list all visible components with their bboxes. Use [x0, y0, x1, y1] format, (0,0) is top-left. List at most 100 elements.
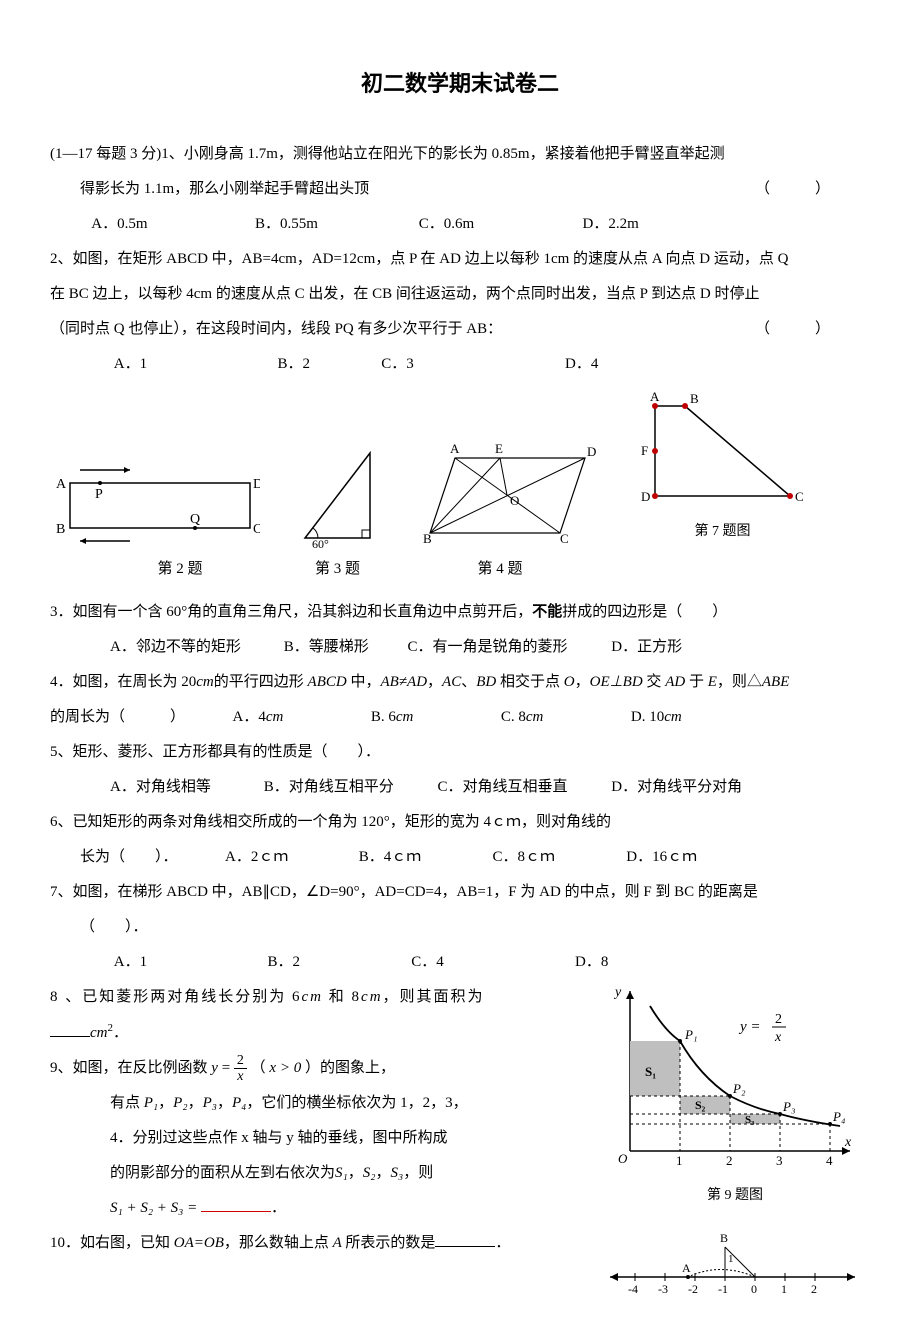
fig10-svg: -4 -3 -2 -1 0 1 2 B 1 A: [600, 1227, 870, 1297]
q2-line1: 2、如图，在矩形 ABCD 中，AB=4cm，AD=12cm，点 P 在 AD …: [50, 243, 870, 276]
q9-line4: 的阴影部分的面积从左到右依次为S₁，S₂，S₃，则: [50, 1157, 590, 1190]
f10-t1: -3: [658, 1282, 668, 1296]
q1-options: A．0.5m B．0.55m C．0.6m D．2.2m: [50, 208, 870, 241]
q9-p2: （: [251, 1060, 270, 1076]
q7-options: A．1 B．2 C．4 D．8: [50, 946, 870, 979]
q4-p6: 于: [689, 674, 708, 690]
page-title: 初二数学期末试卷二: [50, 60, 870, 108]
q9-cc1: ，: [348, 1165, 363, 1181]
q9-line1: 9、如图，在反比例函数 y = 2x （ x > 0 ）的图象上，: [50, 1052, 590, 1085]
q7-optB: B．2: [268, 946, 408, 979]
q2-paren: （ ）: [755, 313, 830, 346]
q6-optB: B．4ｃｍ: [359, 841, 489, 874]
fig2-C: C: [253, 522, 260, 537]
q4-l2: 的周长为（ ）: [50, 709, 185, 725]
fig9-t4: 4: [826, 1153, 833, 1168]
q10: 10．如右图，已知 OA=OB，那么数轴上点 A 所表示的数是．: [50, 1227, 590, 1260]
fig2-svg: A B D C P Q: [50, 463, 260, 548]
q9-cc2: ，: [375, 1165, 390, 1181]
q10-p1: 10．如右图，已知: [50, 1235, 174, 1251]
q4-line1: 4．如图，在周长为 20cm的平行四边形 ABCD 中，AB≠AD，AC、BD …: [50, 666, 870, 699]
q3-optB: B．等腰梯形: [284, 631, 404, 664]
f10-t6: 2: [811, 1282, 817, 1296]
q10-a: A: [333, 1235, 346, 1251]
q9-p1l: P₁: [144, 1095, 158, 1111]
fig7-A: A: [650, 391, 660, 404]
q7-line2: （ ）．: [50, 911, 870, 944]
figures-row: A B D C P Q 60° A E D B C O: [50, 391, 870, 548]
fig9-P2: P₂: [732, 1081, 746, 1096]
q6-optC: C．8ｃｍ: [493, 841, 623, 874]
q10-p3: 所表示的数是: [345, 1235, 435, 1251]
fig9-caption: 第 9 题图: [600, 1181, 870, 1212]
q9-l4p: 的阴影部分的面积从左到右依次为: [110, 1165, 335, 1181]
q9-y: y: [211, 1060, 218, 1076]
fig2-A: A: [56, 477, 67, 492]
q1-paren: （ ）: [755, 173, 830, 206]
q3-text: 3．如图有一个含 60°角的直角三角尺，沿其斜边和长直角边中点剪开后，: [50, 604, 532, 620]
q7-optA: A．1: [114, 946, 264, 979]
q4-p5: 交: [646, 674, 665, 690]
q2-line2: 在 BC 边上，以每秒 4cm 的速度从点 C 出发，在 CB 间往返运动，两个…: [50, 278, 870, 311]
q8-p3: ，则其面积为: [383, 989, 485, 1005]
f10-t2: -2: [688, 1282, 698, 1296]
q5: 5、矩形、菱形、正方形都具有的性质是（ ）．: [50, 736, 870, 769]
fig3: 60°: [290, 443, 385, 548]
fig9-O: O: [618, 1151, 628, 1166]
q4-ad: AD: [665, 674, 689, 690]
q4-abcd: ABCD: [308, 674, 351, 690]
q9-c2: ，: [188, 1095, 203, 1111]
caption-3: 第 3 题: [260, 553, 415, 586]
q3-optD: D．正方形: [611, 639, 682, 655]
q6-optA: A．2ｃｍ: [225, 841, 355, 874]
q4-optA: A．4cm: [233, 709, 284, 725]
fig7-D: D: [641, 489, 650, 504]
q1-optB: B．0.55m: [255, 208, 415, 241]
q9-line5: S₁ + S₂ + S₃ = ．: [50, 1192, 590, 1225]
q1-line1: (1—17 每题 3 分)1、小刚身高 1.7m，测得他站立在阳光下的影长为 0…: [50, 138, 870, 171]
q4-bd: BD: [476, 674, 500, 690]
fig4: A E D B C O: [415, 438, 605, 548]
q5-optD: D．对角线平分对角: [611, 779, 742, 795]
svg-text:1: 1: [728, 1253, 734, 1265]
q2-options: A．1 B．2 C．3 D．4: [50, 348, 870, 381]
fig4-O: O: [510, 493, 519, 508]
q8-suf: ．: [113, 1025, 128, 1041]
caption-4: 第 4 题: [415, 553, 585, 586]
q6-l2: 长为（ ）．: [80, 849, 178, 865]
q9-den: x: [234, 1069, 247, 1084]
q9-l5p: S₁ + S₂ + S₃ =: [110, 1200, 201, 1216]
q9-l4s: ，则: [403, 1165, 433, 1181]
f10-B: B: [720, 1231, 728, 1245]
q9-c3: ，: [217, 1095, 232, 1111]
q6-line1: 6、已知矩形的两条对角线相交所成的一个角为 120°，矩形的宽为 4ｃｍ，则对角…: [50, 806, 870, 839]
q8-p2: 和 8: [323, 989, 361, 1005]
q9-p2l: P₂: [173, 1095, 187, 1111]
q9-s1: S₁: [335, 1165, 348, 1181]
q8: 8 、已知菱形两对角线长分别为 6cm 和 8cm，则其面积为: [50, 981, 590, 1014]
q9-l5s: ．: [271, 1200, 286, 1216]
q4b-cm: cm: [396, 709, 414, 725]
q4a-cm: cm: [266, 709, 284, 725]
q3-text2: 拼成的四边形是（ ）: [562, 604, 727, 620]
fig9-svg: O x y P₁ P₂ P₃ P₄ S₁ S₂ S₃ 1 2 3 4 y = 2…: [600, 981, 860, 1181]
q5-optB: B．对角线互相平分: [264, 771, 434, 804]
fig3-angle: 60°: [312, 537, 329, 548]
q6-line2: 长为（ ）． A．2ｃｍ B．4ｃｍ C．8ｃｍ D．16ｃｍ: [50, 841, 870, 874]
q4-p1: 4．如图，在周长为 20: [50, 674, 196, 690]
fig2-Q: Q: [190, 512, 200, 527]
q10-pd: ．: [495, 1235, 510, 1251]
q4-p2: 的平行四边形: [214, 674, 308, 690]
q4-c2: 、: [461, 674, 476, 690]
q9-line3: 4．分别过这些点作 x 轴与 y 轴的垂线，图中所构成: [50, 1122, 590, 1155]
q8-q9-block: 8 、已知菱形两对角线长分别为 6cm 和 8cm，则其面积为 cm2． 9、如…: [50, 981, 870, 1297]
q3-optC: C．有一角是锐角的菱形: [408, 631, 608, 664]
f10-t3: -1: [718, 1282, 728, 1296]
fig7: A B F D C 第 7 题图: [635, 391, 810, 548]
q10-oaob: OA=OB: [174, 1235, 224, 1251]
fig4-A: A: [450, 441, 460, 456]
q2-optA: A．1: [114, 348, 274, 381]
q4-line2: 的周长为（ ） A．4cm B. 6cm C. 8cm D. 10cm: [50, 701, 870, 734]
q9-xg0: x > 0: [269, 1060, 301, 1076]
q9-s2: S₂: [363, 1165, 376, 1181]
